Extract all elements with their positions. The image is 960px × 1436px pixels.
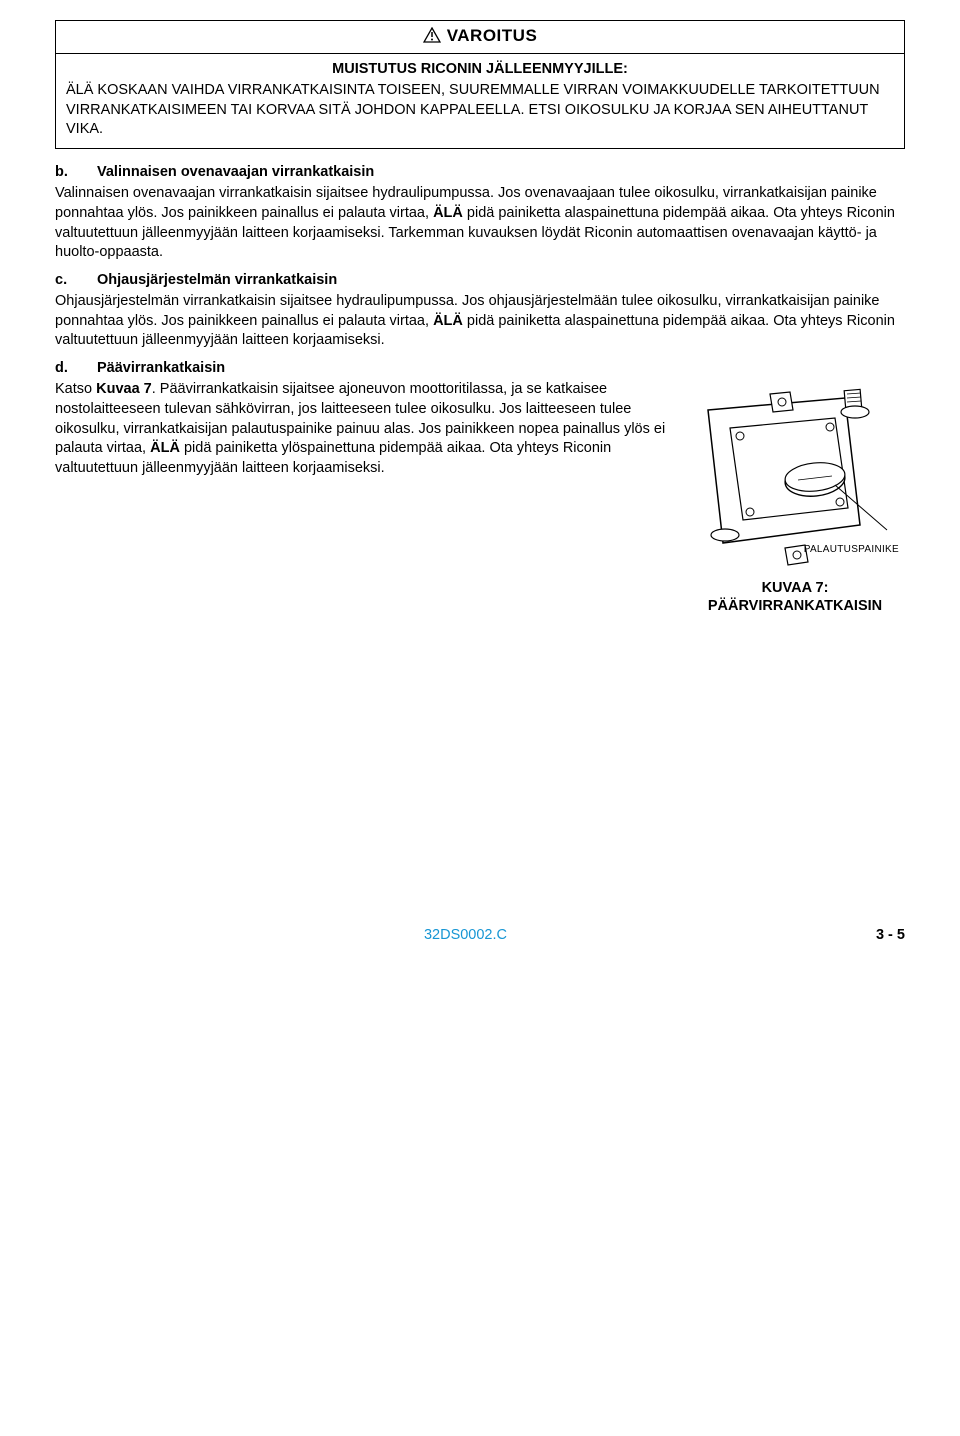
section-d-b2: ÄLÄ [150, 440, 180, 456]
section-b-letter: b. [55, 163, 97, 183]
figure-caption: KUVAA 7: PÄÄRVIRRANKATKAISIN [685, 579, 905, 617]
section-d-t1: Katso [55, 381, 96, 397]
section-c-heading: c.Ohjausjärjestelmän virrankatkaisin [55, 271, 905, 291]
section-d-title: Päävirrankatkaisin [97, 360, 225, 376]
warning-title: VAROITUS [447, 26, 538, 45]
figure-caption-2: PÄÄRVIRRANKATKAISIN [708, 598, 882, 614]
section-b-heading: b.Valinnaisen ovenavaajan virrankatkaisi… [55, 163, 905, 183]
section-c-letter: c. [55, 271, 97, 291]
warning-box: VAROITUS MUISTUTUS RICONIN JÄLLEENMYYJIL… [55, 20, 905, 149]
section-b-bold: ÄLÄ [433, 205, 463, 221]
document-code: 32DS0002.C [424, 926, 507, 946]
section-d-row: Katso Kuvaa 7. Päävirrankatkaisin sijait… [55, 380, 905, 616]
section-d-letter: d. [55, 359, 97, 379]
warning-text: ÄLÄ KOSKAAN VAIHDA VIRRANKATKAISINTA TOI… [66, 81, 894, 140]
section-b-paragraph: Valinnaisen ovenavaajan virrankatkaisin … [55, 184, 905, 262]
section-c-title: Ohjausjärjestelmän virrankatkaisin [97, 272, 337, 288]
figure-caption-1: KUVAA 7: [762, 580, 829, 596]
figure-7: PALAUTUSPAINIKE KUVAA 7: PÄÄRVIRRANKATKA… [685, 380, 905, 616]
warning-subtitle: MUISTUTUS RICONIN JÄLLEENMYYJILLE: [66, 60, 894, 80]
section-d-paragraph: Katso Kuvaa 7. Päävirrankatkaisin sijait… [55, 380, 671, 478]
warning-body: MUISTUTUS RICONIN JÄLLEENMYYJILLE: ÄLÄ K… [56, 54, 904, 148]
page-footer: 32DS0002.C 3 - 5 [55, 926, 905, 946]
section-b-title: Valinnaisen ovenavaajan virrankatkaisin [97, 164, 374, 180]
warning-icon [423, 27, 441, 50]
page-number: 3 - 5 [876, 926, 905, 946]
section-c-bold: ÄLÄ [433, 313, 463, 329]
section-d-text: Katso Kuvaa 7. Päävirrankatkaisin sijait… [55, 380, 671, 486]
section-d-b1: Kuvaa 7 [96, 381, 152, 397]
section-c-paragraph: Ohjausjärjestelmän virrankatkaisin sijai… [55, 292, 905, 351]
section-d-heading: d.Päävirrankatkaisin [55, 359, 905, 379]
warning-title-row: VAROITUS [56, 21, 904, 54]
